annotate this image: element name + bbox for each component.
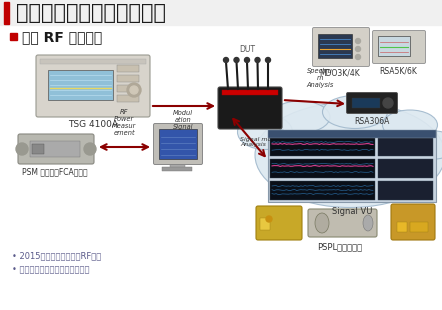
FancyBboxPatch shape	[347, 92, 397, 113]
Text: TSG 4100A: TSG 4100A	[68, 120, 118, 129]
Ellipse shape	[363, 215, 373, 231]
Circle shape	[127, 83, 141, 97]
Text: PSPL高频器件件: PSPL高频器件件	[317, 242, 362, 251]
Text: RSA5K/6K: RSA5K/6K	[379, 66, 417, 75]
Text: • 构成完整方案，实现端到端测试: • 构成完整方案，实现端到端测试	[12, 265, 89, 274]
Bar	[270, 181, 375, 200]
FancyBboxPatch shape	[373, 30, 426, 64]
FancyBboxPatch shape	[218, 87, 282, 129]
Bar	[32, 144, 44, 154]
Text: RSA306A: RSA306A	[354, 117, 390, 126]
Text: 泰克 RF 产品系列: 泰克 RF 产品系列	[22, 30, 102, 44]
Circle shape	[224, 57, 229, 63]
FancyBboxPatch shape	[312, 28, 370, 67]
FancyBboxPatch shape	[391, 204, 435, 240]
Text: Modul
ation
Signal: Modul ation Signal	[173, 110, 193, 130]
Bar	[170, 163, 185, 168]
Circle shape	[234, 57, 239, 63]
Bar	[260, 218, 270, 230]
Circle shape	[16, 143, 28, 155]
Bar	[162, 167, 192, 171]
Bar	[48, 70, 113, 100]
Circle shape	[244, 57, 249, 63]
Ellipse shape	[315, 213, 329, 233]
Circle shape	[266, 216, 272, 222]
Circle shape	[355, 55, 361, 60]
Bar	[117, 65, 139, 72]
Bar	[4, 2, 9, 24]
Ellipse shape	[270, 101, 330, 133]
Bar	[352, 98, 380, 108]
FancyBboxPatch shape	[256, 206, 302, 240]
Circle shape	[355, 38, 361, 43]
Text: DUT: DUT	[239, 45, 255, 54]
Ellipse shape	[382, 110, 438, 140]
Text: MDO3K/4K: MDO3K/4K	[320, 69, 360, 78]
Circle shape	[84, 143, 96, 155]
FancyBboxPatch shape	[153, 123, 202, 165]
Circle shape	[355, 46, 361, 51]
Text: Signal modulat
Analysis: Signal modulat Analysis	[240, 137, 287, 147]
Bar	[268, 130, 436, 138]
Bar	[270, 137, 375, 156]
Text: 泰克无线通信技术测试方案: 泰克无线通信技术测试方案	[16, 3, 166, 23]
Text: Spectru
m
Analysis: Spectru m Analysis	[306, 68, 334, 88]
Bar	[378, 36, 410, 56]
Bar	[270, 159, 375, 178]
Circle shape	[130, 86, 138, 94]
FancyBboxPatch shape	[308, 209, 377, 237]
Bar	[222, 90, 278, 95]
Ellipse shape	[255, 103, 442, 207]
Bar	[318, 34, 352, 58]
Bar	[30, 141, 80, 157]
Bar	[117, 85, 139, 92]
Ellipse shape	[323, 95, 388, 129]
Text: PSM 动率计及FCA频率计: PSM 动率计及FCA频率计	[22, 167, 88, 176]
FancyBboxPatch shape	[36, 55, 150, 117]
Text: RF
Power
Measur
ement: RF Power Measur ement	[112, 109, 136, 136]
Ellipse shape	[237, 114, 293, 149]
Circle shape	[266, 57, 271, 63]
FancyBboxPatch shape	[18, 134, 94, 164]
Text: Signal VU: Signal VU	[332, 207, 372, 216]
Ellipse shape	[415, 131, 442, 159]
Bar	[40, 59, 146, 64]
Bar	[0, 0, 442, 25]
Bar	[10, 33, 17, 40]
Circle shape	[255, 57, 260, 63]
Bar	[117, 75, 139, 82]
Bar	[410, 222, 428, 232]
Bar	[117, 95, 139, 102]
Text: • 2015年推出亲民价格的RF产品: • 2015年推出亲民价格的RF产品	[12, 251, 101, 260]
Bar	[397, 222, 407, 232]
Bar	[268, 130, 436, 202]
Bar	[378, 137, 433, 156]
Bar	[378, 159, 433, 178]
Circle shape	[383, 98, 393, 108]
Bar	[159, 129, 197, 159]
Bar	[378, 181, 433, 200]
